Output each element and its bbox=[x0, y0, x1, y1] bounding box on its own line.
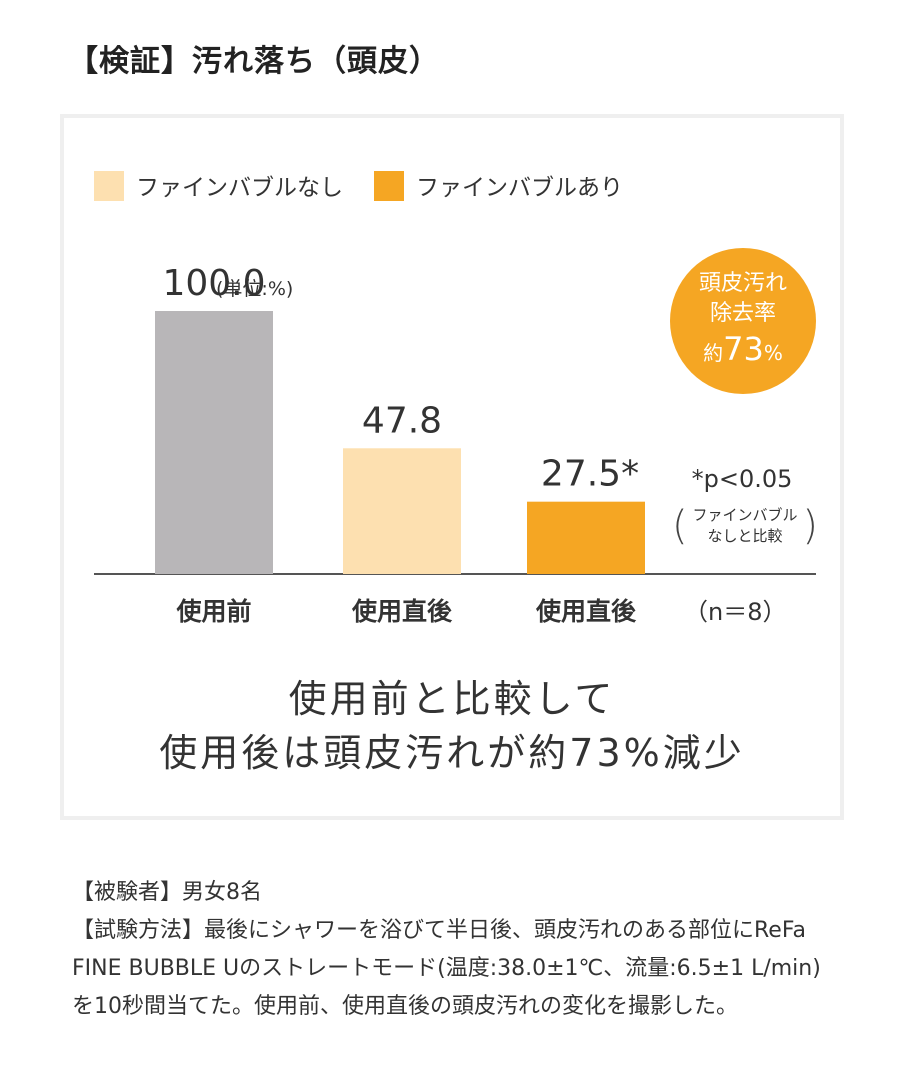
badge-value: 73 bbox=[723, 330, 764, 368]
subjects-note: 【被験者】男女8名 bbox=[72, 880, 262, 905]
conclusion-line1: 使用前と比較して bbox=[288, 677, 616, 721]
legend-swatch-1 bbox=[94, 171, 124, 201]
x-tick-label-3: 使用直後 bbox=[535, 597, 637, 626]
bar-value-label-3: 27.5* bbox=[541, 454, 639, 495]
legend-swatch-2 bbox=[374, 171, 404, 201]
x-tick-label-2: 使用直後 bbox=[351, 597, 453, 626]
bar-2 bbox=[343, 448, 461, 574]
unit-label: (単位:%) bbox=[216, 278, 293, 300]
legend-label-1: ファインバブルなし bbox=[136, 175, 343, 201]
x-tick-label-1: 使用前 bbox=[175, 597, 251, 626]
badge-line1: 頭皮汚れ bbox=[698, 271, 787, 296]
badge-line3: 約73% bbox=[703, 329, 783, 373]
conclusion-line2: 使用後は頭皮汚れが約73%減少 bbox=[159, 731, 745, 775]
bar-chart: ファインバブルなし ファインバブルあり 100.0 使用前 47.8 使用直後 27.5* 使… bbox=[94, 171, 816, 626]
badge-unit: % bbox=[763, 341, 783, 365]
comparison-text: ファインバブル なしと比較 bbox=[686, 505, 804, 547]
badge-prefix: 約 bbox=[703, 341, 724, 365]
sample-size: （n＝8） bbox=[684, 598, 787, 626]
reduction-badge: 頭皮汚れ 除去率 約73% bbox=[670, 248, 816, 394]
paren-close: ) bbox=[802, 503, 818, 549]
test-notes: 【被験者】男女8名 【試験方法】最後にシャワーを浴びて半日後、頭皮汚れのある部位… bbox=[72, 874, 842, 1026]
bar-3 bbox=[527, 501, 645, 574]
bar-1 bbox=[155, 311, 273, 574]
conclusion: 使用前と比較して 使用後は頭皮汚れが約73%減少 bbox=[60, 672, 844, 780]
badge-line2: 除去率 bbox=[709, 301, 776, 326]
page-title: 【検証】汚れ落ち（頭皮） bbox=[68, 44, 440, 79]
bar-value-label-2: 47.8 bbox=[362, 400, 442, 441]
comparison-note: ( ファインバブル なしと比較 ) bbox=[672, 503, 818, 553]
comparison-line2: なしと比較 bbox=[707, 527, 783, 545]
chart-card: ファインバブルなし ファインバブルあり 100.0 使用前 47.8 使用直後 27.5* 使… bbox=[60, 114, 844, 820]
bar-value-label-1: 100.0 bbox=[162, 263, 265, 304]
legend-label-2: ファインバブルあり bbox=[416, 175, 623, 201]
p-value-note: *p<0.05 bbox=[691, 465, 793, 493]
paren-open: ( bbox=[672, 503, 688, 549]
method-note: 【試験方法】最後にシャワーを浴びて半日後、頭皮汚れのある部位にReFa FINE… bbox=[72, 918, 821, 1019]
comparison-line1: ファインバブル bbox=[692, 506, 798, 524]
